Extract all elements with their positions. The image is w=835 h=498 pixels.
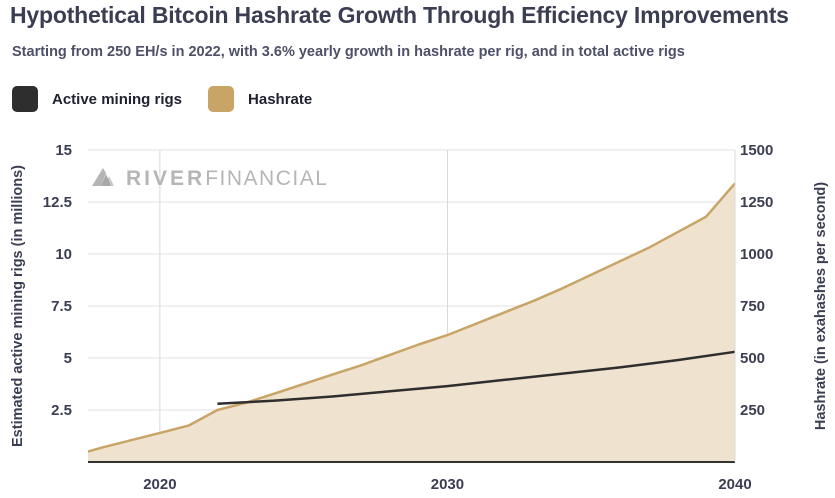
legend-item-hashrate: Hashrate [208,86,312,112]
legend-label-rigs: Active mining rigs [52,90,183,108]
hashrate-area-layer [87,182,736,463]
hashrate-area [88,183,735,463]
chart-title: Hypothetical Bitcoin Hashrate Growth Thr… [10,2,789,28]
right-tick-label: 1000 [740,246,773,263]
rigs-line-layer [217,350,736,406]
right-tick-label: 500 [740,350,765,367]
chart-subtitle: Starting from 250 EH/s in 2022, with 3.6… [12,44,685,60]
right-axis-title: Hashrate (in exahashes per second) [813,182,829,430]
watermark: RIVER FINANCIAL [92,166,328,192]
watermark-brand-bold: RIVER [126,167,206,190]
right-tick-label: 1500 [740,142,773,159]
right-tick-label: 1250 [740,194,773,211]
right-tick-label: 750 [740,298,765,315]
left-tick-label: 10 [55,246,72,263]
left-axis-title: Estimated active mining rigs (in million… [10,165,26,447]
legend-label-hashrate: Hashrate [248,90,313,108]
legend: Active mining rigs Hashrate [12,86,338,112]
mountain-logo-icon [92,166,120,192]
rigs-line [217,350,736,406]
legend-swatch-hashrate [208,86,235,112]
x-tick-label: 2030 [431,476,464,493]
legend-item-rigs: Active mining rigs [12,86,182,112]
x-tick-label: 2020 [143,476,176,493]
left-tick-label: 2.5 [51,402,72,419]
legend-swatch-rigs [12,86,38,112]
left-tick-label: 5 [64,350,72,367]
right-tick-label: 250 [740,402,765,419]
x-tick-label: 2040 [718,476,751,493]
left-tick-label: 12.5 [43,194,72,211]
hashrate-line [87,182,736,453]
left-tick-label: 15 [55,142,72,159]
watermark-brand-light: FINANCIAL [205,167,329,190]
axes: 2.5 250 5 500 7.5 750 10 1000 12.5 1250 15 1500 2020… [43,142,774,493]
left-tick-label: 7.5 [51,298,72,315]
